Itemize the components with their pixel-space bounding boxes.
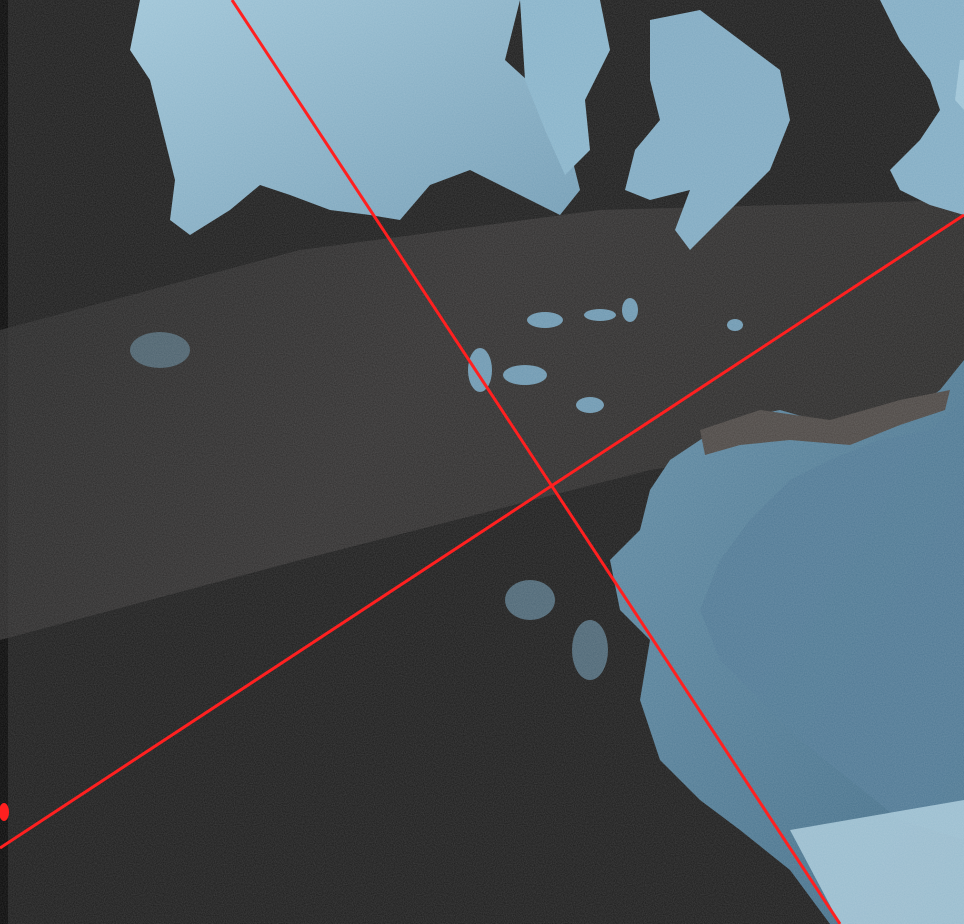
track-line (230, 0, 842, 924)
marker (0, 803, 9, 821)
track-line (0, 213, 964, 850)
